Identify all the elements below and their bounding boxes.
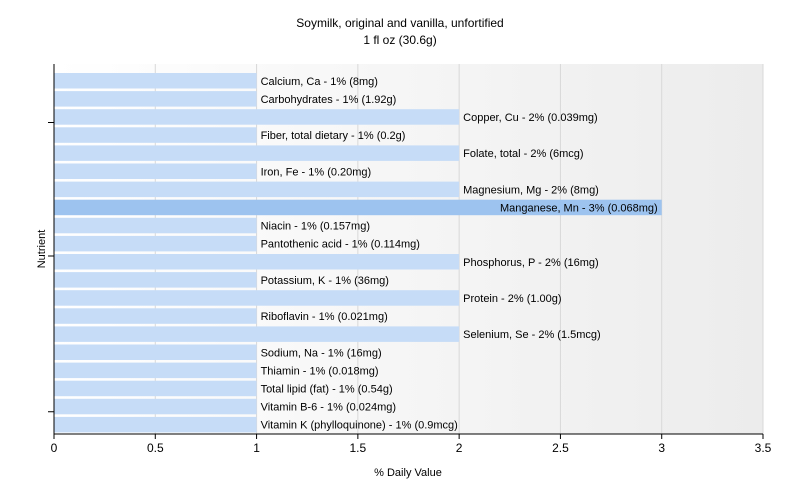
bar	[54, 290, 460, 306]
bar	[54, 308, 257, 324]
bar-label: Iron, Fe - 1% (0.20mg)	[261, 166, 372, 178]
x-tick-label: 2	[456, 441, 463, 455]
bar	[54, 235, 257, 252]
bar	[54, 199, 662, 216]
bar-label: Protein - 2% (1.00g)	[463, 293, 561, 305]
bar-label: Pantothenic acid - 1% (0.114mg)	[261, 239, 420, 251]
bar	[54, 91, 257, 107]
bar	[54, 362, 257, 379]
bar-label: Thiamin - 1% (0.018mg)	[261, 365, 379, 377]
bar-label: Vitamin K (phylloquinone) - 1% (0.9mcg)	[261, 420, 458, 432]
bars-group	[54, 73, 662, 433]
bar	[54, 380, 257, 397]
bar	[54, 217, 257, 234]
x-tick-label: 0.5	[147, 441, 164, 455]
bar-label: Selenium, Se - 2% (1.5mcg)	[463, 329, 601, 341]
bar-label: Carbohydrates - 1% (1.92g)	[261, 94, 397, 106]
bar	[54, 416, 257, 433]
bar	[54, 181, 460, 198]
bar-label: Calcium, Ca - 1% (8mg)	[261, 76, 378, 88]
bar	[54, 326, 460, 342]
bar-label: Copper, Cu - 2% (0.039mg)	[463, 112, 598, 124]
bar	[54, 344, 257, 360]
bar-label: Fiber, total dietary - 1% (0.2g)	[261, 130, 406, 142]
x-axis-title: % Daily Value	[374, 467, 442, 479]
bar	[54, 272, 257, 288]
chart-title: Soymilk, original and vanilla, unfortifi…	[296, 16, 503, 30]
bar-label: Niacin - 1% (0.157mg)	[261, 221, 370, 233]
bar	[54, 163, 257, 179]
bar	[54, 398, 257, 415]
bar	[54, 109, 460, 125]
bar	[54, 73, 257, 89]
bar-label: Magnesium, Mg - 2% (8mg)	[463, 184, 599, 196]
bar-label: Sodium, Na - 1% (16mg)	[261, 347, 382, 359]
y-axis-ticks	[48, 122, 54, 413]
bar-label: Riboflavin - 1% (0.021mg)	[261, 311, 388, 323]
bar	[54, 254, 460, 270]
x-tick-label: 3.5	[755, 441, 772, 455]
x-tick-label: 1	[253, 441, 260, 455]
y-axis-title: Nutrient	[36, 230, 48, 269]
x-tick-label: 1.5	[350, 441, 367, 455]
bar	[54, 127, 257, 143]
bar	[54, 145, 460, 161]
bar-label: Manganese, Mn - 3% (0.068mg)	[500, 202, 658, 214]
bar-label: Total lipid (fat) - 1% (0.54g)	[261, 383, 393, 395]
x-tick-label: 0	[51, 441, 58, 455]
x-tick-label: 3	[658, 441, 665, 455]
bar-labels-group: Calcium, Ca - 1% (8mg) Carbohydrates - 1%…	[261, 76, 658, 432]
chart-subtitle: 1 fl oz (30.6g)	[363, 33, 436, 47]
bar-label: Vitamin B-6 - 1% (0.024mg)	[261, 402, 397, 414]
grid-lines	[154, 64, 764, 434]
bar-label: Phosphorus, P - 2% (16mg)	[463, 257, 599, 269]
bar-label: Folate, total - 2% (6mcg)	[463, 148, 583, 160]
x-tick-label: 2.5	[552, 441, 569, 455]
x-axis-ticks: 0 0.5 1 1.5 2 2.5 3 3.5	[51, 434, 772, 455]
bar-label: Potassium, K - 1% (36mg)	[261, 275, 389, 287]
